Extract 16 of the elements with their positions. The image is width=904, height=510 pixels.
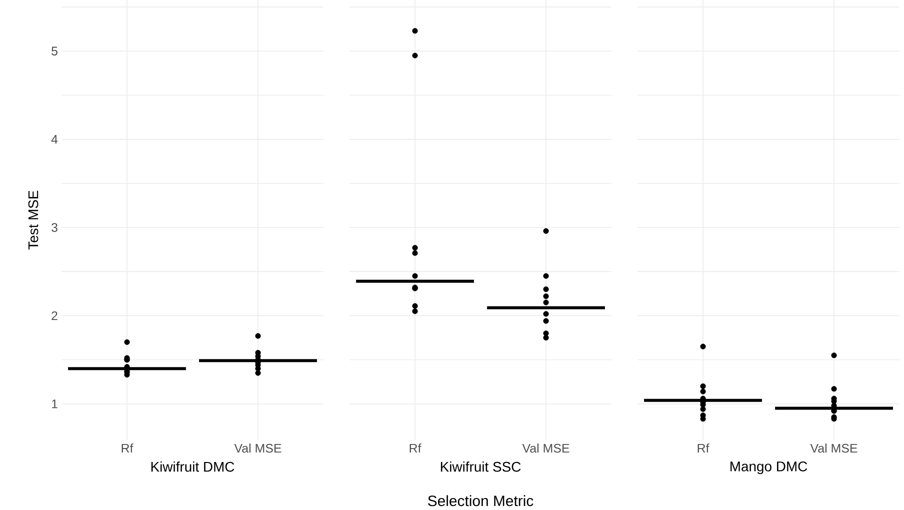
text: Selection Metric xyxy=(428,495,534,506)
y-tick-label: 5 xyxy=(52,46,58,56)
y-tick-label: 1 xyxy=(52,400,58,408)
y-tick-label: 2 xyxy=(52,311,58,320)
x-axis-title: Kiwifruit SSC xyxy=(440,462,521,472)
x-tick-label: Val MSE xyxy=(810,444,858,453)
x-axis-title: Mango DMC xyxy=(730,461,808,474)
x-axis-title: Kiwifruit DMC xyxy=(151,462,234,472)
x-tick-label: Rf xyxy=(698,444,710,453)
y-axis-title: Test MSE xyxy=(28,190,38,250)
x-tick-label: Val MSE xyxy=(522,444,570,453)
x-tick-label: Val MSE xyxy=(234,444,282,453)
x-tick-label: Rf xyxy=(410,444,422,453)
y-tick-label: 3 xyxy=(52,223,58,232)
y-tick-label: 4 xyxy=(51,135,58,144)
x-tick-label: Rf xyxy=(122,444,134,453)
